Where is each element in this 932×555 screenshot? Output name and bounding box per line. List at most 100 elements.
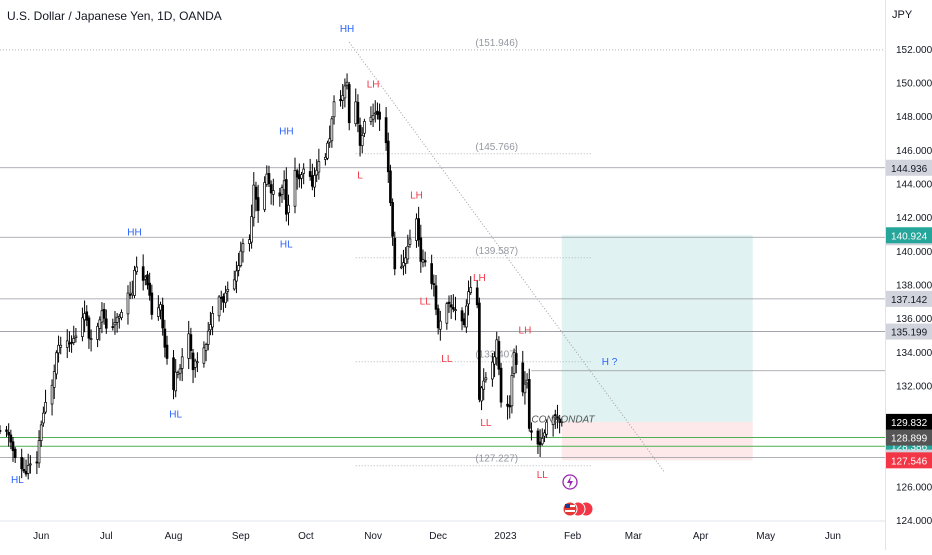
candle-body bbox=[127, 293, 129, 314]
candle-body bbox=[435, 286, 437, 310]
candle-body bbox=[491, 362, 493, 379]
time-tick-label[interactable]: Nov bbox=[364, 531, 382, 542]
candle-body bbox=[116, 317, 118, 322]
candle-body bbox=[407, 246, 409, 259]
candle-body bbox=[543, 433, 545, 436]
price-tag-label: 127.546 bbox=[891, 456, 928, 467]
candle-body bbox=[342, 95, 344, 100]
price-tick-label[interactable]: 148.000 bbox=[896, 112, 932, 123]
candle-body bbox=[294, 170, 296, 206]
position-zone[interactable] bbox=[562, 235, 753, 460]
annotation-hh: HH bbox=[127, 228, 141, 239]
price-tick-label[interactable]: 152.000 bbox=[896, 45, 932, 56]
candle-body bbox=[513, 352, 515, 373]
candle-body bbox=[238, 266, 240, 271]
annotation-hh: HH bbox=[279, 127, 293, 138]
flag-stripe bbox=[565, 510, 575, 512]
price-tick-label[interactable]: 138.000 bbox=[896, 280, 932, 291]
candle-body bbox=[374, 113, 376, 114]
time-tick-label[interactable]: Jun bbox=[33, 531, 49, 542]
candle-body bbox=[272, 191, 274, 195]
candle-body bbox=[298, 175, 300, 179]
candle-body bbox=[376, 111, 378, 114]
chart-title: U.S. Dollar / Japanese Yen, 1D, OANDA bbox=[7, 9, 222, 23]
candle-body bbox=[344, 86, 346, 98]
time-tick-label[interactable]: Mar bbox=[625, 531, 643, 542]
candle-body bbox=[316, 170, 318, 175]
price-tick-label[interactable]: 132.000 bbox=[896, 381, 932, 392]
time-tick-label[interactable]: Jul bbox=[100, 531, 113, 542]
time-tick-label[interactable]: Aug bbox=[165, 531, 183, 542]
time-tick-label[interactable]: Dec bbox=[429, 531, 447, 542]
candle-body bbox=[455, 310, 457, 311]
candle-body bbox=[363, 121, 365, 133]
candle-body bbox=[318, 161, 320, 172]
candle-body bbox=[36, 462, 38, 463]
price-tick-label[interactable]: 124.000 bbox=[896, 516, 932, 527]
loss-zone[interactable] bbox=[562, 422, 753, 460]
time-tick-label[interactable]: Jun bbox=[825, 531, 841, 542]
candle-body bbox=[136, 267, 138, 272]
price-tick-label[interactable]: 134.000 bbox=[896, 348, 932, 359]
time-tick-label[interactable]: Apr bbox=[693, 531, 709, 542]
candle-body bbox=[99, 320, 101, 328]
candle-body bbox=[314, 175, 316, 187]
candle-body bbox=[212, 313, 214, 327]
price-tick-label[interactable]: 140.000 bbox=[896, 247, 932, 258]
candle-body bbox=[60, 345, 62, 347]
candle-body bbox=[53, 372, 55, 388]
candle-body bbox=[355, 102, 357, 124]
candle-body bbox=[112, 327, 114, 328]
price-tag-label: 135.199 bbox=[891, 328, 928, 339]
candle-body bbox=[253, 185, 255, 218]
candle-body bbox=[361, 135, 363, 145]
price-tick-label[interactable]: 144.000 bbox=[896, 180, 932, 191]
candle-body bbox=[220, 297, 222, 298]
candle-body bbox=[88, 318, 90, 338]
candle-body bbox=[209, 325, 211, 330]
time-tick-label[interactable]: Sep bbox=[232, 531, 250, 542]
candle-body bbox=[420, 238, 422, 261]
candle-body bbox=[481, 388, 483, 401]
annotation-h: H ? bbox=[602, 357, 618, 368]
price-tick-label[interactable]: 146.000 bbox=[896, 146, 932, 157]
candle-body bbox=[359, 125, 361, 145]
candle-body bbox=[86, 312, 88, 320]
candle-body bbox=[331, 119, 333, 141]
candle-body bbox=[6, 430, 8, 431]
time-tick-label[interactable]: 2023 bbox=[494, 531, 517, 542]
annotation-l: L bbox=[357, 170, 363, 181]
candle-body bbox=[134, 270, 136, 295]
candle-body bbox=[461, 311, 463, 321]
time-tick-label[interactable]: Feb bbox=[564, 531, 582, 542]
candle-body bbox=[8, 432, 10, 435]
candle-body bbox=[309, 171, 311, 176]
candle-body bbox=[522, 363, 524, 392]
price-tick-label[interactable]: 136.000 bbox=[896, 314, 932, 325]
candle-body bbox=[23, 469, 25, 471]
candle-body bbox=[270, 185, 272, 193]
candle-body bbox=[255, 187, 257, 199]
time-tick-label[interactable]: May bbox=[756, 531, 775, 542]
candle-body bbox=[465, 306, 467, 327]
candle-body bbox=[51, 385, 53, 404]
candle-body bbox=[162, 305, 164, 328]
candle-body bbox=[142, 267, 144, 281]
candle-body bbox=[392, 202, 394, 236]
price-tag-label: 129.832 bbox=[891, 418, 928, 429]
time-tick-label[interactable]: Oct bbox=[298, 531, 314, 542]
price-tick-label[interactable]: 150.000 bbox=[896, 79, 932, 90]
profit-zone[interactable] bbox=[562, 235, 753, 422]
price-tick-label[interactable]: 126.000 bbox=[896, 482, 932, 493]
candle-body bbox=[144, 277, 146, 279]
candle-body bbox=[409, 239, 411, 244]
candle-body bbox=[131, 293, 133, 295]
candle-body bbox=[402, 263, 404, 266]
candle-body bbox=[424, 261, 426, 262]
candle-body bbox=[515, 354, 517, 365]
price-tick-label[interactable]: 142.000 bbox=[896, 213, 932, 224]
candle-body bbox=[81, 318, 83, 337]
candle-body bbox=[372, 115, 374, 119]
